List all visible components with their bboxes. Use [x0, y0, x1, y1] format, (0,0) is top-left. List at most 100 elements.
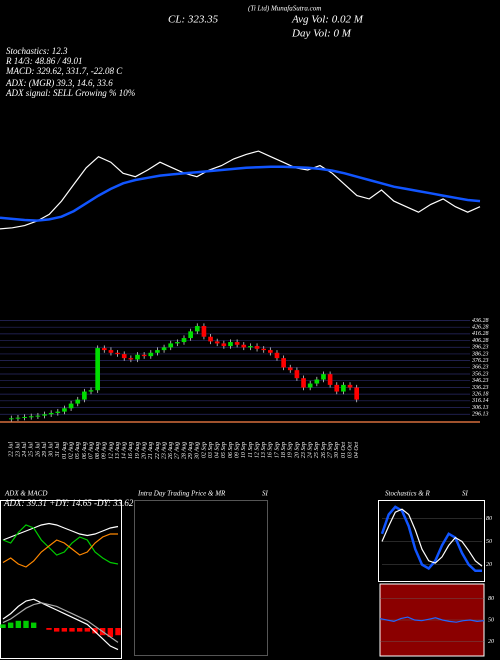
- candle-body: [15, 417, 21, 419]
- stochastics-text: Stochastics: 12.3: [6, 46, 68, 56]
- y-tick-label: 386.23: [471, 351, 489, 357]
- series-line: [2, 522, 119, 541]
- x-tick-label: 28 Aug: [181, 442, 187, 459]
- candle-body: [188, 331, 193, 339]
- x-tick-label: 10 Sep: [241, 442, 247, 458]
- y-tick-label: 50: [488, 617, 494, 623]
- x-tick-label: 16 Sep: [268, 442, 274, 458]
- candle-body: [35, 415, 41, 417]
- x-tick-label: 25 Sep: [314, 442, 320, 458]
- x-tick-label: 19 Aug: [135, 442, 141, 459]
- candle-body: [347, 384, 353, 388]
- candle-body: [281, 358, 286, 368]
- x-tick-label: 20 Sep: [294, 442, 300, 458]
- candle-body: [48, 412, 54, 415]
- candle-body: [334, 384, 340, 392]
- candle-body: [228, 342, 233, 347]
- candle-body: [175, 342, 180, 344]
- candle-body: [201, 326, 207, 337]
- x-tick-label: 02 Sep: [201, 442, 207, 458]
- y-tick-label: 406.28: [472, 337, 489, 344]
- candle-body: [95, 348, 100, 391]
- series-line: [0, 150, 481, 230]
- histogram-bar: [76, 628, 83, 632]
- candle-body: [108, 350, 114, 353]
- candle-body: [194, 326, 200, 332]
- histogram-bar: [23, 620, 29, 628]
- candle-body: [261, 348, 267, 351]
- candle-body: [8, 418, 14, 420]
- histogram-bar: [7, 622, 14, 628]
- series-line: [381, 508, 483, 567]
- x-tick-label: 13 Aug: [115, 442, 121, 459]
- histogram-bar: [115, 628, 121, 636]
- y-tick-label: 316.14: [471, 397, 489, 404]
- x-tick-label: 09 Aug: [102, 442, 108, 459]
- series-line: [2, 602, 119, 643]
- x-tick-label: 04 Sep: [214, 442, 221, 458]
- candle-body: [62, 408, 67, 412]
- y-tick-label: 50: [486, 539, 492, 545]
- x-tick-label: 20 Aug: [142, 442, 148, 459]
- x-tick-label: 12 Aug: [108, 442, 114, 459]
- y-tick-label: 80: [486, 516, 492, 522]
- y-tick-label: 20: [486, 562, 492, 568]
- x-tick-label: 12 Sep: [254, 442, 260, 458]
- y-tick-label: 306.13: [471, 405, 489, 411]
- x-tick-label: 27 Sep: [327, 442, 333, 458]
- x-tick-label: 30 Aug: [195, 442, 201, 460]
- histogram-bar: [0, 624, 6, 628]
- x-tick-label: 06 Sep: [228, 442, 234, 458]
- x-tick-label: 05 Aug: [75, 442, 81, 459]
- x-tick-label: 23 Aug: [161, 442, 167, 459]
- y-tick-label: 20: [488, 639, 494, 645]
- panel-frame: [378, 500, 485, 582]
- panel-frame: [134, 500, 268, 656]
- panel-title: ADX & MACD: [4, 490, 47, 498]
- histogram-bar: [84, 628, 91, 632]
- series-line: [0, 165, 481, 222]
- x-tick-label: 06 Aug: [82, 442, 88, 459]
- candle-body: [301, 378, 306, 388]
- y-tick-label: 80: [488, 596, 494, 602]
- panel-title: SI: [462, 490, 469, 498]
- candle-body: [294, 370, 300, 379]
- series-line: [379, 616, 485, 623]
- panel-title: Intra Day Trading Price & MR: [137, 490, 226, 498]
- y-tick-label: 336.23: [471, 385, 489, 391]
- series-line: [380, 505, 482, 573]
- x-tick-label: 23 Sep: [301, 442, 307, 458]
- y-tick-label: 396.23: [471, 345, 489, 351]
- candle-body: [75, 399, 81, 404]
- histogram-bar: [61, 628, 68, 632]
- series-line: [2, 598, 119, 651]
- x-tick-label: 11 Sep: [248, 442, 254, 458]
- x-tick-label: 17 Sep: [274, 442, 280, 458]
- x-tick-label: 18 Sep: [281, 442, 287, 458]
- x-tick-label: 08 Aug: [95, 442, 101, 459]
- x-tick-label: 25 Jul: [29, 442, 35, 457]
- candle-body: [321, 374, 326, 380]
- x-tick-label: 04 Oct: [353, 442, 360, 458]
- close-text: CL: 323.35: [168, 14, 219, 26]
- x-tick-label: 03 Oct: [347, 442, 353, 458]
- candle-body: [42, 414, 47, 416]
- x-tick-label: 27 Aug: [175, 442, 181, 459]
- candle-body: [141, 354, 147, 357]
- histogram-bar: [69, 628, 75, 632]
- x-tick-label: 30 Jul: [49, 442, 55, 458]
- candle-body: [208, 336, 213, 342]
- candle-body: [128, 358, 134, 360]
- candle-body: [101, 348, 107, 351]
- x-tick-label: 29 Jul: [42, 442, 48, 457]
- candle-body: [168, 343, 174, 348]
- histogram-bar: [92, 628, 98, 634]
- x-tick-label: 09 Sep: [235, 442, 241, 458]
- adx-annotation: ADX: 39.31 +DY: 14.65 -DY: 33.62: [3, 498, 134, 508]
- candle-body: [55, 411, 61, 413]
- x-tick-label: 02 Aug: [68, 442, 74, 459]
- x-tick-label: 26 Aug: [168, 442, 174, 459]
- candle-body: [155, 350, 160, 353]
